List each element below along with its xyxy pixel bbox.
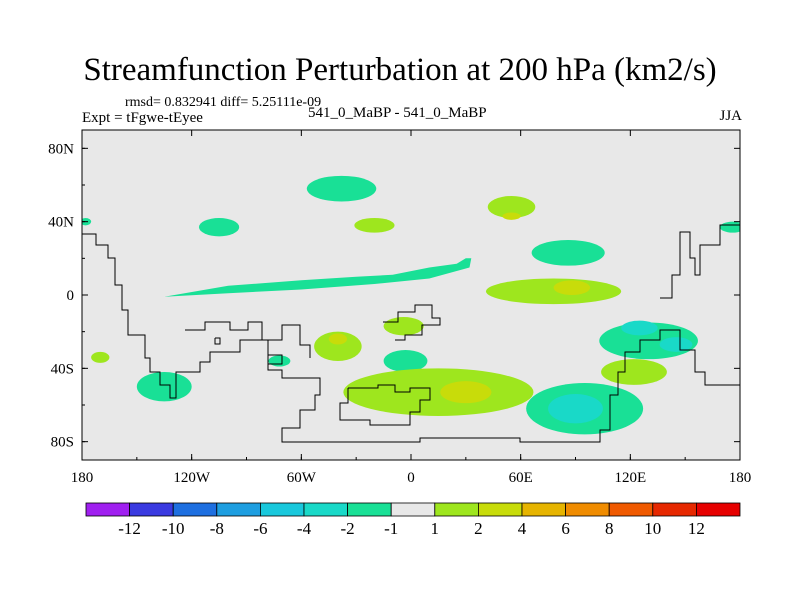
contour-band [164, 258, 472, 297]
x-tick-label-0: 180 [71, 470, 94, 486]
contour-layer [82, 175, 740, 443]
y-tick-label-4: 80S [51, 435, 74, 451]
contour-blob-20 [328, 333, 348, 345]
coastline-6 [268, 354, 283, 365]
colorbar-swatch-8 [434, 502, 479, 517]
colorbar-label-3: -6 [253, 519, 267, 538]
x-tick-label-2: 60W [287, 470, 317, 486]
contour-blob-3 [487, 196, 536, 218]
contour-blob-23 [621, 320, 658, 336]
x-tick-label-5: 120E [614, 470, 646, 486]
contour-blob-8 [383, 350, 428, 372]
colorbar-label-10: 6 [561, 519, 570, 538]
contour-blob-14 [91, 351, 110, 363]
contour-blob-22 [548, 394, 603, 424]
colorbar-label-8: 2 [474, 519, 483, 538]
colorbar-swatch-2 [172, 502, 218, 517]
y-tick-label-0: 80N [48, 141, 74, 157]
contour-blob-9 [136, 372, 192, 402]
colorbar-label-6: -1 [384, 519, 398, 538]
colorbar-swatch-0 [85, 502, 130, 517]
contour-blob-24 [659, 337, 693, 352]
x-tick-label-4: 60E [509, 470, 533, 486]
y-tick-label-3: 40S [51, 361, 74, 377]
coastline-2 [185, 321, 311, 358]
contour-blob-19 [553, 280, 591, 295]
coastline-4 [339, 384, 431, 426]
colorbar-swatch-1 [129, 502, 174, 517]
contour-blob-7 [383, 317, 424, 336]
colorbar-label-5: -2 [341, 519, 355, 538]
contour-blob-2 [531, 240, 605, 266]
colorbar-swatch-14 [696, 502, 741, 517]
contour-blob-6 [314, 331, 362, 362]
x-tick-label-6: 180 [729, 470, 752, 486]
coastline-3 [383, 304, 441, 341]
contour-blob-18 [502, 212, 521, 220]
coastline-0 [82, 233, 740, 443]
contour-blob-13 [601, 359, 667, 385]
run-label: 541_0_MaBP - 541_0_MaBP [308, 105, 487, 121]
colorbar-label-0: -12 [118, 519, 141, 538]
contour-blob-0 [198, 218, 240, 237]
contour-blob-1 [306, 175, 377, 202]
contour-blob-15 [268, 355, 291, 367]
colorbar-label-13: 12 [688, 519, 705, 538]
colorbar-label-12: 10 [644, 519, 661, 538]
colorbar-label-4: -4 [297, 519, 312, 538]
colorbar-swatch-5 [303, 502, 348, 517]
y-tick-label-1: 40N [48, 215, 74, 231]
x-tick-label-1: 120W [173, 470, 211, 486]
colorbar-swatch-9 [477, 502, 523, 517]
colorbar-swatch-7 [390, 502, 436, 517]
season-label: JJA [719, 108, 742, 124]
colorbar-swatch-6 [347, 502, 392, 517]
x-tick-label-3: 0 [407, 470, 415, 486]
coastline-5 [214, 337, 221, 345]
contour-blob-21 [440, 381, 492, 404]
contour-blob-16 [719, 221, 740, 233]
colorbar-label-11: 8 [605, 519, 614, 538]
colorbar-swatch-10 [521, 502, 566, 517]
colorbar-swatch-11 [565, 502, 610, 517]
colorbar-label-1: -10 [162, 519, 185, 538]
colorbar-swatch-4 [259, 502, 305, 517]
chart-title: Streamfunction Perturbation at 200 hPa (… [83, 52, 717, 88]
colorbar-label-2: -8 [210, 519, 224, 538]
colorbar-swatch-13 [652, 502, 697, 517]
contour-blob-10 [343, 368, 534, 416]
rmsd-label: rmsd= 0.832941 diff= 5.25111e-09 [125, 95, 322, 110]
colorbar-label-7: 1 [431, 519, 440, 538]
experiment-label: Expt = tFgwe-tEyee [82, 110, 203, 126]
coastline-1 [660, 224, 740, 299]
contour-blob-5 [485, 278, 622, 305]
colorbar-swatch-12 [608, 502, 654, 517]
colorbar-swatch-3 [216, 502, 261, 517]
colorbar-label-9: 4 [518, 519, 527, 538]
y-tick-label-2: 0 [67, 288, 75, 304]
contour-blob-4 [354, 218, 395, 233]
